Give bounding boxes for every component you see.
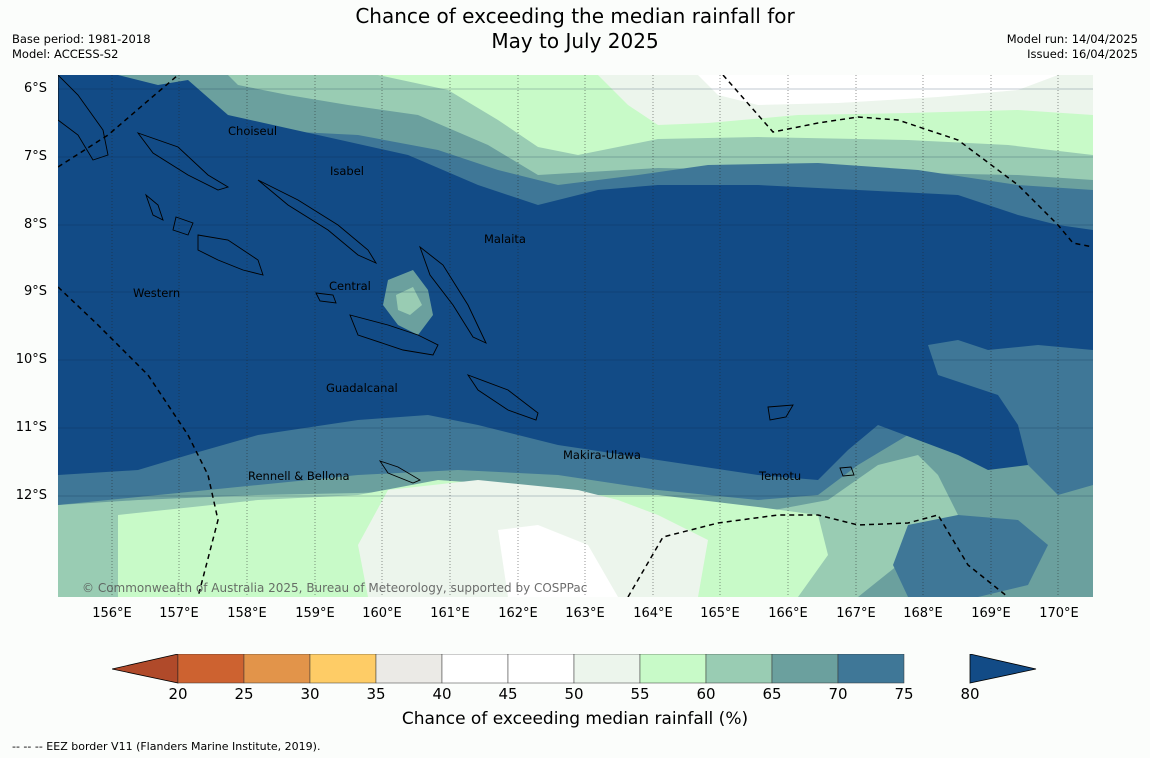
lat-label-11s: 11°S bbox=[15, 420, 47, 435]
metadata-left: Base period: 1981-2018 Model: ACCESS-S2 bbox=[12, 32, 151, 62]
colorbar-swatch bbox=[507, 654, 575, 684]
title-line-1: Chance of exceeding the median rainfall … bbox=[355, 4, 795, 28]
lat-label-10s: 10°S bbox=[15, 352, 47, 367]
colorbar-swatch bbox=[243, 654, 311, 684]
lon-label-163e: 163°E bbox=[565, 606, 605, 621]
band-75-80-southeast bbox=[893, 515, 1048, 597]
lon-label-160e: 160°E bbox=[362, 606, 402, 621]
lon-label-156e: 156°E bbox=[92, 606, 132, 621]
band-50-55-north bbox=[698, 75, 1058, 105]
rainfall-probability-map: Choiseul Isabel Malaita Western Central … bbox=[58, 75, 1093, 597]
base-period: Base period: 1981-2018 bbox=[12, 32, 151, 46]
santa-cruz-island bbox=[767, 404, 794, 421]
label-makira-ulawa: Makira-Ulawa bbox=[563, 448, 641, 462]
colorbar-swatch bbox=[771, 654, 839, 684]
graticule bbox=[58, 88, 1093, 497]
lon-label-159e: 159°E bbox=[295, 606, 335, 621]
issued-date: Issued: 16/04/2025 bbox=[1027, 47, 1138, 61]
lon-label-162e: 162°E bbox=[498, 606, 538, 621]
label-central: Central bbox=[329, 279, 371, 293]
label-malaita: Malaita bbox=[484, 232, 526, 246]
makira-island bbox=[466, 374, 539, 421]
lat-label-9s: 9°S bbox=[23, 284, 47, 299]
lat-label-6s: 6°S bbox=[23, 81, 47, 96]
label-temotu: Temotu bbox=[758, 469, 801, 483]
new-georgia-group bbox=[145, 193, 264, 276]
colorbar-extend-high bbox=[969, 654, 1037, 684]
malaita-island bbox=[419, 245, 487, 344]
colorbar-tick-label: 30 bbox=[300, 685, 320, 703]
title-line-2: May to July 2025 bbox=[491, 29, 659, 53]
colorbar-swatch bbox=[639, 654, 707, 684]
model-run: Model run: 14/04/2025 bbox=[1006, 32, 1138, 46]
colorbar-tick-label: 65 bbox=[762, 685, 782, 703]
colorbar-tick-label: 80 bbox=[960, 685, 980, 703]
lon-label-165e: 165°E bbox=[700, 606, 740, 621]
colorbar-tick-label: 40 bbox=[432, 685, 452, 703]
colorbar-swatch bbox=[837, 654, 905, 684]
colorbar-tick-label: 45 bbox=[498, 685, 518, 703]
meridians bbox=[111, 75, 1059, 597]
choiseul-island bbox=[136, 132, 230, 191]
colorbar-label: Chance of exceeding median rainfall (%) bbox=[401, 709, 749, 729]
lat-label-8s: 8°S bbox=[23, 217, 47, 232]
label-western: Western bbox=[133, 286, 180, 300]
colorbar-swatch bbox=[441, 654, 509, 684]
colorbar-tick-label: 70 bbox=[828, 685, 848, 703]
florida-islands bbox=[315, 292, 337, 304]
colorbar-tick-label: 20 bbox=[168, 685, 188, 703]
colorbar bbox=[112, 654, 1037, 684]
lon-label-170e: 170°E bbox=[1039, 606, 1079, 621]
band-65-70-central bbox=[396, 287, 422, 315]
lon-label-169e: 169°E bbox=[971, 606, 1011, 621]
coastlines bbox=[58, 75, 855, 484]
band-over-80 bbox=[58, 75, 1093, 480]
colorbar-tick-label: 60 bbox=[696, 685, 716, 703]
copyright-notice: © Commonwealth of Australia 2025, Bureau… bbox=[82, 581, 587, 595]
label-isabel: Isabel bbox=[330, 164, 364, 178]
colorbar-extend-low bbox=[112, 654, 179, 684]
colorbar-tick-label: 35 bbox=[366, 685, 386, 703]
model-name: Model: ACCESS-S2 bbox=[12, 47, 119, 61]
lon-label-157e: 157°E bbox=[159, 606, 199, 621]
metadata-right: Model run: 14/04/2025 Issued: 16/04/2025 bbox=[1007, 32, 1138, 62]
label-guadalcanal: Guadalcanal bbox=[326, 381, 398, 395]
lat-label-7s: 7°S bbox=[23, 149, 47, 164]
colorbar-swatch bbox=[309, 654, 377, 684]
lon-label-168e: 168°E bbox=[903, 606, 943, 621]
province-labels: Choiseul Isabel Malaita Western Central … bbox=[133, 124, 801, 483]
lon-label-166e: 166°E bbox=[768, 606, 808, 621]
lon-label-161e: 161°E bbox=[430, 606, 470, 621]
rennell-island bbox=[378, 460, 421, 484]
colorbar-swatch bbox=[705, 654, 773, 684]
colorbar-tick-label: 50 bbox=[564, 685, 584, 703]
eez-legend-note: -- -- -- EEZ border V11 (Flanders Marine… bbox=[12, 740, 321, 753]
colorbar-swatch bbox=[375, 654, 443, 684]
lon-label-167e: 167°E bbox=[836, 606, 876, 621]
colorbar-swatch bbox=[177, 654, 245, 684]
map-title: Chance of exceeding the median rainfall … bbox=[0, 4, 1150, 54]
colorbar-tick-label: 55 bbox=[630, 685, 650, 703]
utupua-island bbox=[839, 466, 855, 477]
colorbar-swatches bbox=[177, 654, 905, 684]
eez-border bbox=[58, 75, 1093, 597]
label-choiseul: Choiseul bbox=[228, 124, 277, 138]
label-rennell-bellona: Rennell & Bellona bbox=[248, 469, 350, 483]
bougainville-island bbox=[58, 75, 109, 161]
guadalcanal-island bbox=[349, 314, 439, 356]
lat-label-12s: 12°S bbox=[15, 488, 47, 503]
santa-isabel-island bbox=[257, 179, 378, 265]
lon-label-164e: 164°E bbox=[633, 606, 673, 621]
band-50-55-south bbox=[498, 525, 618, 597]
colorbar-tick-label: 75 bbox=[894, 685, 914, 703]
colorbar-tick-label: 25 bbox=[234, 685, 254, 703]
lon-label-158e: 158°E bbox=[227, 606, 267, 621]
colorbar-swatch bbox=[573, 654, 641, 684]
